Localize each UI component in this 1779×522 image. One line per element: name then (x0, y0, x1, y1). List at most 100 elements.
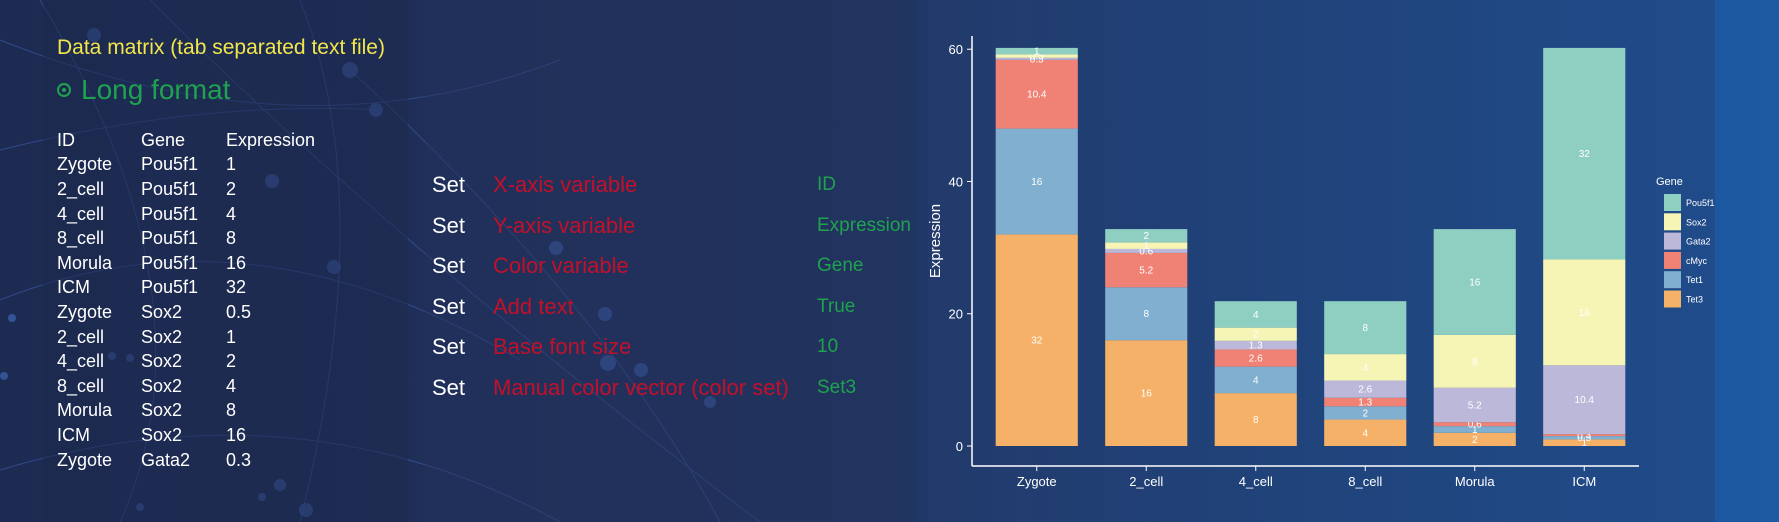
bar-segment (995, 47, 1078, 55)
table-cell: ICM (57, 424, 90, 445)
legend-swatch (1664, 213, 1681, 231)
legend-swatch (1664, 251, 1681, 269)
data-label: 2 (1472, 435, 1478, 446)
bar-segment (1433, 229, 1516, 335)
setting-row: Set Add text True (432, 292, 855, 322)
setting-name: Color variable (493, 253, 629, 279)
bar-segment (1214, 393, 1297, 446)
bar-segment (1433, 432, 1516, 446)
legend-swatch (1664, 194, 1681, 211)
data-label: 1 (1143, 241, 1149, 252)
table-cell: Sox2 (141, 424, 183, 445)
table-cell: 0.5 (226, 301, 252, 322)
table-row: Morula Pou5f1 16 (57, 251, 315, 276)
bar-segment (1324, 397, 1407, 407)
data-label: 10.4 (1575, 395, 1595, 406)
setting-keyword: Set (432, 293, 466, 319)
radio-selected-icon[interactable] (57, 83, 71, 97)
data-label: 16 (1031, 177, 1043, 188)
format-option-label: Long format (81, 74, 231, 105)
data-label: 4 (1362, 428, 1368, 439)
data-label: 1 (1581, 438, 1587, 449)
column-header: Gene (141, 129, 186, 150)
table-row: ICM Pou5f1 32 (57, 276, 315, 301)
data-label: 0.5 (1030, 52, 1044, 63)
table-cell: Sox2 (141, 301, 183, 322)
setting-name: Base font size (493, 334, 632, 360)
bar-segment (1214, 366, 1297, 394)
setting-row: Set X-axis variable ID (432, 170, 836, 200)
setting-row: Set Color variable Gene (432, 251, 863, 281)
panel-title: Data matrix (tab separated text file) (57, 36, 385, 59)
table-cell: Morula (57, 400, 113, 421)
bar-segment (1543, 365, 1626, 435)
table-cell: 8 (226, 400, 237, 421)
table-cell: 1 (226, 154, 237, 175)
data-label: 5.2 (1468, 401, 1482, 412)
y-axis-label: Expression (928, 204, 944, 278)
table-cell: 2 (226, 351, 237, 372)
data-label: 1 (1472, 425, 1478, 436)
bar-segment (1214, 349, 1297, 367)
table-row: 2_cell Sox2 1 (57, 325, 315, 350)
data-matrix-panel (43, 0, 408, 522)
legend-swatch (1664, 271, 1681, 289)
bar-segment (1433, 334, 1516, 388)
bar-segment (1214, 340, 1297, 350)
bar-segment (1214, 327, 1297, 341)
setting-value: Gene (817, 255, 864, 277)
table-cell: Pou5f1 (141, 154, 199, 175)
bar-segment (995, 57, 1078, 60)
table-cell: Zygote (57, 449, 113, 470)
table-cell: ICM (57, 277, 90, 298)
table-row: 8_cell Pou5f1 8 (57, 226, 315, 251)
table-row: 4_cell Sox2 2 (57, 349, 315, 374)
bar-segment (995, 234, 1078, 446)
bar-segment (1324, 419, 1407, 446)
column-header: Expression (226, 129, 316, 150)
setting-keyword: Set (432, 253, 466, 279)
x-tick-label: Zygote (1017, 474, 1057, 489)
setting-row: Set Manual color vector (color set) Set3 (432, 373, 856, 403)
setting-value: 10 (817, 336, 839, 358)
table-cell: 2_cell (57, 326, 105, 347)
data-label: 16 (1469, 278, 1481, 289)
x-tick-label: 8_cell (1348, 474, 1382, 489)
bar-segment (1324, 380, 1407, 398)
x-tick-label: Morula (1455, 474, 1496, 489)
legend-swatch (1664, 290, 1681, 308)
data-label: 2.6 (1358, 385, 1372, 396)
table-cell: Sox2 (141, 351, 183, 372)
table-row: Zygote Pou5f1 1 (57, 153, 315, 178)
data-label: 8 (1472, 357, 1478, 368)
table-row: ICM Sox2 16 (57, 423, 315, 448)
bar-segment (995, 128, 1078, 235)
data-label: 5.2 (1139, 266, 1153, 277)
table-cell: 4_cell (57, 203, 105, 224)
setting-keyword: Set (432, 375, 466, 400)
settings-panel (425, 0, 915, 522)
bar-segment (1433, 426, 1516, 433)
x-tick-label: 4_cell (1239, 474, 1273, 489)
bar-segment (1105, 340, 1188, 446)
bar-segment (1543, 434, 1626, 437)
y-tick-label: 0 (956, 439, 963, 454)
data-label: 8 (1143, 309, 1149, 320)
table-cell: Pou5f1 (141, 277, 199, 298)
bar-segment (995, 54, 1078, 58)
legend-entry: Pou5f1 (1686, 198, 1715, 208)
data-table: ID Gene Expression Zygote Pou5f1 1 2_cell Po… (57, 128, 315, 472)
table-row: Morula Sox2 8 (57, 399, 315, 424)
setting-name: Manual color vector (color set) (493, 375, 789, 400)
table-cell: 4 (226, 375, 237, 396)
legend-entry: Gata2 (1686, 237, 1711, 247)
table-cell: Zygote (57, 154, 113, 175)
bar-segment (1433, 387, 1516, 423)
bar-segment (1105, 287, 1188, 341)
table-cell: 4 (226, 203, 237, 224)
long-format-option[interactable]: Long format (57, 74, 230, 106)
data-label: 2 (1253, 330, 1259, 341)
data-label: 4 (1253, 310, 1259, 321)
setting-value: Set3 (817, 377, 857, 398)
table-cell: Pou5f1 (141, 252, 199, 273)
